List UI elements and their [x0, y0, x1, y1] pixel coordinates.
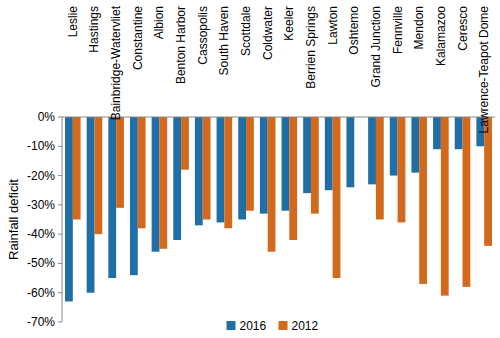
category-label: Scottdale — [239, 6, 253, 56]
y-axis-label: Rainfall deficit — [6, 179, 21, 260]
bar — [333, 117, 341, 278]
category-label: Constantine — [131, 6, 145, 70]
bar — [181, 117, 189, 170]
legend-swatch — [279, 321, 288, 330]
y-tick — [58, 263, 62, 264]
category-label: Oshtemo — [347, 6, 361, 55]
category-label: Grand Junction — [369, 6, 383, 87]
bar — [260, 117, 268, 214]
bar — [433, 117, 441, 149]
category-label: Hastings — [87, 6, 101, 53]
category-label: Leslie — [66, 6, 80, 38]
bar — [268, 117, 276, 252]
bar — [411, 117, 419, 173]
bar — [94, 117, 102, 234]
bar — [376, 117, 384, 220]
y-tick — [58, 322, 62, 323]
bar — [203, 117, 211, 220]
y-tick-label: -30% — [27, 198, 55, 212]
y-tick-label: -50% — [27, 256, 55, 270]
bar — [152, 117, 160, 252]
bar — [246, 117, 254, 211]
bar — [325, 117, 333, 190]
category-label: Coldwater — [261, 6, 275, 60]
bar — [455, 117, 463, 149]
y-tick-label: -70% — [27, 315, 55, 329]
bar — [108, 117, 116, 278]
bar — [65, 117, 73, 302]
chart: Rainfall deficit 0% -10% -20% -30% -40% -50% -6… — [0, 0, 500, 338]
y-tick-label: -40% — [27, 227, 55, 241]
bar — [368, 117, 376, 184]
legend-label: 2016 — [240, 319, 267, 333]
category-label: Benton Harbor — [174, 6, 188, 84]
bar — [224, 117, 232, 228]
legend-label: 2012 — [292, 319, 319, 333]
category-label: Mendon — [412, 6, 426, 49]
category-label: Berrien Springs — [304, 6, 318, 89]
category-label: Cassopolis — [196, 6, 210, 65]
y-tick — [58, 146, 62, 147]
bar — [217, 117, 225, 222]
y-tick — [58, 117, 62, 118]
bar — [398, 117, 406, 222]
y-tick — [58, 292, 62, 293]
bar — [311, 117, 319, 214]
category-label: Fennville — [391, 6, 405, 54]
bar — [441, 117, 449, 296]
bar — [138, 117, 146, 228]
category-label: Albion — [152, 6, 166, 39]
y-tick-label: 0% — [38, 110, 56, 124]
y-axis-line — [62, 117, 63, 322]
bar — [116, 117, 124, 208]
category-label: Lawrence-Teapot Dome — [477, 6, 491, 134]
bar — [463, 117, 471, 287]
bar — [130, 117, 138, 275]
category-label: Lawton — [326, 6, 340, 45]
bars — [65, 117, 492, 302]
bar — [289, 117, 297, 240]
bar — [346, 117, 354, 187]
bar — [238, 117, 246, 220]
category-label: Ceresco — [456, 6, 470, 51]
y-tick-label: -20% — [27, 169, 55, 183]
category-label: Kalamazoo — [434, 6, 448, 66]
y-tick — [58, 204, 62, 205]
bar — [173, 117, 181, 240]
bar — [159, 117, 167, 249]
bar — [87, 117, 95, 293]
category-label: Bainbridge-Watervliet — [109, 5, 123, 120]
legend-swatch — [227, 321, 236, 330]
category-label: Keeler — [282, 6, 296, 41]
bar — [390, 117, 398, 176]
bar — [484, 117, 492, 246]
y-tick — [58, 234, 62, 235]
y-tick-label: -60% — [27, 286, 55, 300]
y-tick — [58, 175, 62, 176]
legend: 2016 2012 — [227, 319, 319, 333]
bar — [195, 117, 203, 225]
x-axis-line — [62, 117, 495, 118]
bar — [282, 117, 290, 211]
y-tick-label: -10% — [27, 139, 55, 153]
category-label: South Haven — [217, 6, 231, 75]
bar — [303, 117, 311, 193]
bar — [419, 117, 427, 284]
bar — [73, 117, 81, 220]
